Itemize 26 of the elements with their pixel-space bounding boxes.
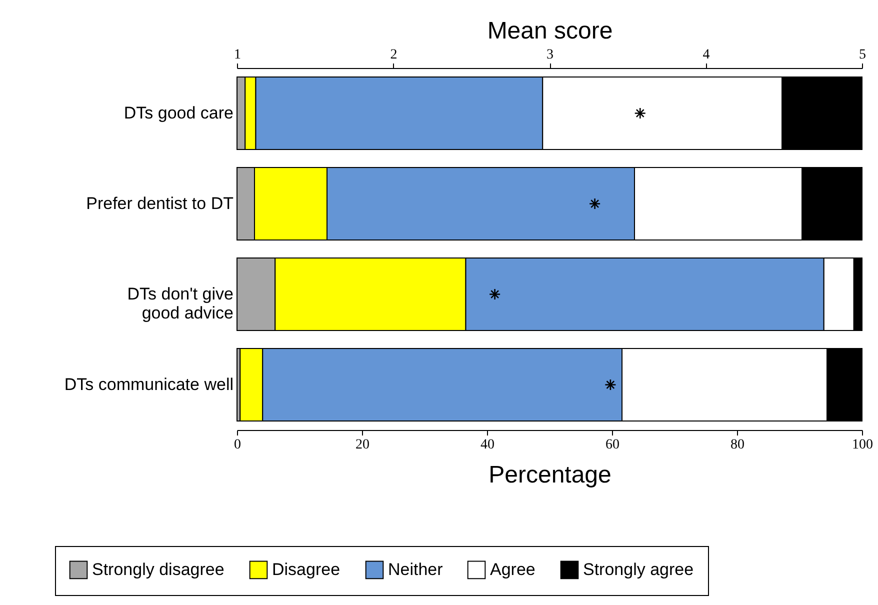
legend-label: Strongly disagree: [92, 560, 224, 579]
x2-tick-label: 2: [390, 48, 398, 62]
legend-label: Neither: [388, 560, 444, 579]
point: [588, 198, 601, 210]
point: [604, 378, 616, 391]
x-tick-label: 60: [606, 438, 620, 452]
y-tick-label: Prefer dentist to DT: [86, 194, 234, 213]
x-tick-label: 0: [234, 438, 241, 452]
x-tick-label: 40: [480, 438, 494, 452]
x-tick-label: 100: [852, 438, 873, 452]
x-tick-label: 80: [730, 438, 744, 452]
x2-tick-label: 3: [546, 48, 554, 62]
point: [488, 288, 501, 300]
point: [634, 107, 646, 120]
legend-label: Agree: [490, 560, 536, 579]
y-tick-label: DTs good care: [124, 103, 234, 122]
y-tick-label: DTs don't give good advice: [127, 284, 234, 322]
legend-label: Strongly agree: [583, 560, 694, 579]
x2-tick-label: 5: [859, 48, 866, 62]
y-tick-label: DTs communicate well: [64, 374, 234, 394]
legend-label: Disagree: [272, 560, 340, 579]
x-tick-label: 20: [356, 438, 370, 452]
x-axis-title: Percentage: [488, 462, 612, 488]
x2-tick-label: 1: [234, 48, 241, 62]
x2-tick-label: 4: [702, 48, 710, 62]
x2-axis-title: Mean score: [487, 18, 613, 44]
